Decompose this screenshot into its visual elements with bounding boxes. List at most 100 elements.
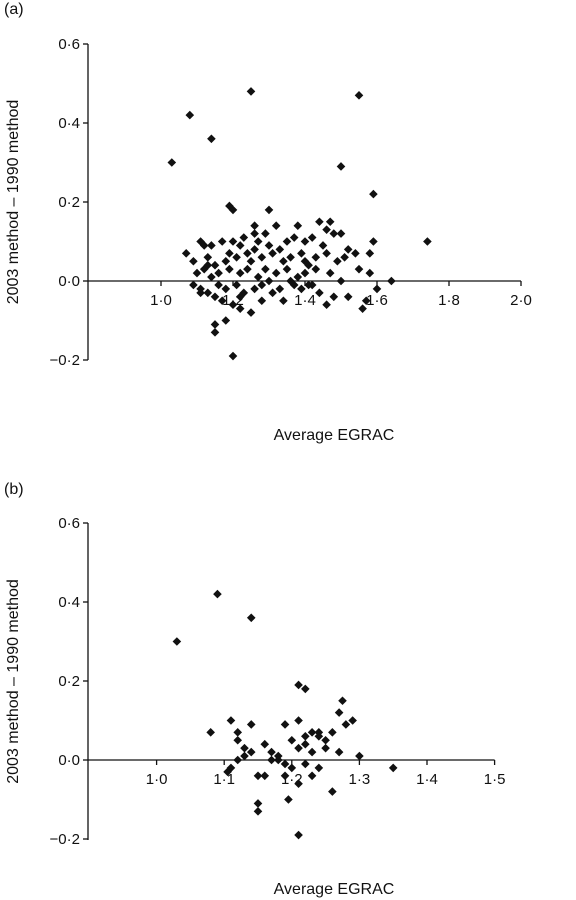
data-point	[172, 637, 182, 646]
y-tick-label: 0·2	[58, 194, 80, 211]
data-point	[235, 304, 245, 313]
data-point	[210, 260, 220, 270]
data-point	[250, 284, 259, 294]
data-point	[253, 771, 263, 781]
data-point	[267, 747, 276, 757]
chart-panel-a: (a)−0·20·00·20·40·61·01·21·41·61·82·0200…	[4, 1, 532, 444]
data-point	[217, 296, 227, 306]
data-point	[221, 284, 231, 294]
data-point	[225, 201, 234, 211]
data-point	[246, 747, 256, 757]
data-point	[343, 245, 353, 254]
x-tick-label: 1·4	[294, 292, 316, 309]
data-point	[203, 260, 213, 270]
data-point	[196, 288, 205, 298]
data-point	[261, 264, 270, 274]
data-point	[214, 280, 223, 290]
data-point	[307, 771, 317, 781]
data-point	[387, 276, 396, 286]
y-tick-label: −0·2	[50, 352, 80, 369]
panel-label: (b)	[4, 481, 24, 498]
data-point	[369, 189, 378, 199]
data-point	[300, 256, 310, 266]
data-point	[351, 249, 360, 258]
data-point	[226, 716, 236, 725]
data-point	[181, 249, 191, 258]
data-point	[336, 276, 346, 286]
data-point	[314, 732, 324, 741]
data-point	[388, 763, 398, 773]
data-point	[328, 787, 337, 796]
data-point	[250, 221, 259, 230]
data-point	[348, 716, 357, 725]
data-point	[354, 91, 364, 100]
data-point	[232, 253, 241, 262]
data-point	[322, 249, 331, 258]
data-point	[233, 735, 243, 745]
data-point	[322, 225, 331, 234]
data-point	[329, 292, 339, 302]
data-point	[369, 237, 378, 246]
data-point	[210, 328, 220, 337]
data-point	[315, 288, 324, 298]
data-point	[293, 221, 303, 230]
data-point	[207, 134, 216, 144]
data-point	[286, 276, 295, 286]
data-point	[240, 743, 249, 753]
data-point	[235, 268, 245, 278]
data-point	[233, 755, 243, 765]
data-point	[228, 300, 238, 309]
data-point	[300, 268, 310, 278]
data-point	[260, 771, 270, 781]
data-point	[221, 256, 231, 266]
x-tick-label: 1·8	[438, 292, 460, 309]
data-point	[206, 728, 215, 737]
data-point	[257, 296, 267, 306]
data-point	[221, 316, 231, 325]
y-tick-label: 0·2	[58, 673, 80, 690]
data-point	[301, 739, 310, 749]
data-point	[311, 253, 321, 262]
data-point	[268, 249, 277, 258]
data-point	[260, 739, 270, 749]
y-axis-label: 2003 method – 1990 method	[5, 100, 22, 305]
data-point	[280, 771, 290, 781]
data-point	[268, 288, 277, 298]
data-point	[307, 747, 317, 757]
data-point	[228, 205, 238, 215]
data-point	[199, 241, 209, 250]
x-tick-label: 1·4	[416, 771, 438, 788]
data-point	[225, 264, 234, 274]
data-point	[358, 304, 367, 313]
data-point	[185, 110, 195, 120]
data-point	[267, 755, 276, 765]
data-point	[199, 264, 209, 274]
data-point	[338, 696, 347, 706]
data-point	[253, 799, 263, 808]
data-point	[273, 755, 283, 765]
data-point	[301, 732, 310, 741]
data-point	[264, 276, 274, 286]
data-point	[246, 87, 256, 96]
data-point	[233, 728, 243, 737]
data-point	[328, 728, 337, 737]
data-point	[311, 264, 321, 274]
data-point	[189, 256, 198, 266]
data-point	[280, 759, 290, 769]
data-point	[257, 280, 267, 290]
data-point	[253, 807, 263, 816]
y-tick-label: 0·0	[58, 273, 80, 290]
data-point	[336, 229, 346, 238]
panel-label: (a)	[4, 1, 24, 18]
data-point	[301, 759, 310, 769]
data-point	[333, 256, 342, 266]
data-point	[321, 743, 330, 753]
data-point	[223, 767, 232, 777]
y-tick-label: 0·4	[58, 594, 80, 611]
data-point	[228, 351, 238, 361]
data-point	[297, 249, 306, 258]
data-point	[243, 264, 252, 274]
data-point	[203, 253, 213, 262]
data-point	[300, 237, 310, 246]
